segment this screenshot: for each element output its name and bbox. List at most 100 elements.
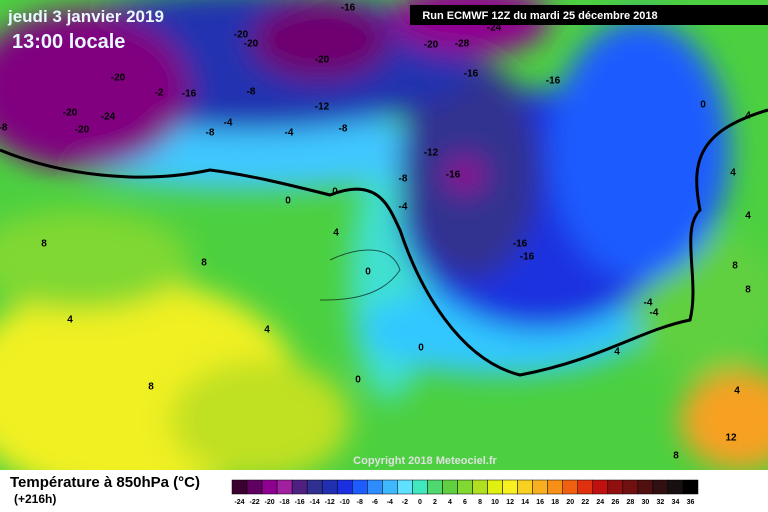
contour-label: 4	[614, 347, 620, 358]
scale-tick: 24	[596, 499, 604, 506]
contour-label: 8	[732, 261, 738, 272]
contour-label: 8	[201, 258, 207, 269]
contour-label: -20	[111, 73, 126, 84]
scale-swatch	[231, 479, 248, 495]
scale-swatch	[487, 479, 503, 495]
contour-label: 0	[332, 187, 338, 198]
scale-swatch	[547, 479, 563, 495]
scale-tick: 16	[536, 499, 544, 506]
scale-swatch	[532, 479, 548, 495]
contour-label: -12	[315, 102, 330, 113]
contour-label: 4	[264, 325, 270, 336]
contour-label: 4	[67, 315, 73, 326]
contour-label: 8	[673, 451, 679, 462]
contour-label: -16	[182, 89, 197, 100]
scale-swatch	[352, 479, 368, 495]
scale-swatch	[261, 479, 278, 495]
contour-label: -8	[0, 123, 8, 134]
contour-label: 4	[734, 386, 740, 397]
contour-label: -16	[446, 170, 461, 181]
contour-label: -16	[513, 239, 528, 250]
scale-swatch	[382, 479, 398, 495]
scale-swatch	[472, 479, 488, 495]
contour-label: -4	[650, 308, 659, 319]
scale-tick: -16	[295, 499, 305, 506]
contour-labels: -16 -24 -20 -20 -20 -28 -20 -20 -16 -16 -2 -16 -8 -20…	[0, 3, 751, 462]
scale-tick: -6	[372, 499, 378, 506]
scale-swatch	[502, 479, 518, 495]
scale-swatch	[442, 479, 458, 495]
scale-tick: -2	[402, 499, 408, 506]
date: jeudi 3 janvier 2019	[7, 7, 164, 26]
contour-label: 0	[365, 267, 371, 278]
scale-tick: 10	[491, 499, 499, 506]
scale-tick: -12	[325, 499, 335, 506]
scale-tick: 32	[657, 499, 665, 506]
scale-tick: 36	[687, 499, 695, 506]
scale-tick: 14	[521, 499, 529, 506]
scale-swatch	[321, 479, 338, 495]
contour-label: 4	[333, 228, 339, 239]
scale-swatch	[427, 479, 443, 495]
contour-label: -16	[464, 69, 479, 80]
scale-tick: -8	[357, 499, 363, 506]
contour-label: 8	[745, 285, 751, 296]
contour-label: -20	[315, 55, 330, 66]
scale-swatch	[637, 479, 654, 495]
contour-label: -28	[455, 39, 470, 50]
contour-label: -8	[399, 174, 408, 185]
scale-tick: 12	[506, 499, 514, 506]
scale-tick: -10	[340, 499, 350, 506]
scale-swatch	[682, 479, 699, 495]
scale-tick: -24	[234, 499, 244, 506]
scale-swatch	[276, 479, 293, 495]
scale-swatch	[607, 479, 624, 495]
scale-swatch	[517, 479, 533, 495]
contour-label: -4	[644, 298, 653, 309]
contour-label: 0	[700, 100, 706, 111]
scale-swatch	[412, 479, 428, 495]
scale-swatch	[592, 479, 609, 495]
scale-tick: -4	[387, 499, 393, 506]
scale-tick: -20	[265, 499, 275, 506]
lead-time: (+216h)	[14, 492, 56, 506]
scale-tick: 26	[611, 499, 619, 506]
time: 13:00 locale	[12, 31, 125, 53]
scale-swatch	[367, 479, 383, 495]
contour-label: -8	[206, 128, 215, 139]
contour-label: -12	[424, 148, 439, 159]
contour-label: -20	[424, 40, 439, 51]
color-scale: -24 -22 -20 -18 -16 -14 -12 -10 -8 -6 -4 -2 0 2 4 6 8 10 1…	[231, 479, 699, 506]
scale-swatch	[306, 479, 323, 495]
scale-tick: -22	[249, 499, 259, 506]
contour-label: -24	[101, 112, 116, 123]
scale-tick: 28	[626, 499, 634, 506]
copyright: Copyright 2018 Meteociel.fr	[353, 455, 497, 467]
scale-tick: 22	[581, 499, 589, 506]
contour-label: 4	[745, 211, 751, 222]
contour-label: 12	[725, 433, 737, 444]
legend-title: Température à 850hPa (°C)	[10, 474, 200, 491]
contour-label: -4	[224, 118, 233, 129]
contour-label: 8	[41, 239, 47, 250]
scale-swatch	[291, 479, 308, 495]
contour-label: -4	[399, 202, 408, 213]
contour-label: -8	[339, 124, 348, 135]
scale-tick: -14	[310, 499, 320, 506]
contour-label: -2	[155, 88, 164, 99]
scale-swatch	[397, 479, 413, 495]
contour-label: -4	[285, 128, 294, 139]
contour-label: 0	[285, 196, 291, 207]
contour-label: -20	[63, 108, 78, 119]
contour-label: -16	[546, 76, 561, 87]
run-info: Run ECMWF 12Z du mardi 25 décembre 2018	[422, 10, 657, 22]
contour-label: -20	[75, 125, 90, 136]
contour-label: 8	[148, 382, 154, 393]
scale-tick: 30	[641, 499, 649, 506]
scale-swatch	[577, 479, 594, 495]
contour-label: -20	[234, 30, 249, 41]
contour-label: -24	[487, 23, 502, 34]
contour-label: -8	[247, 87, 256, 98]
scale-tick: 8	[478, 499, 482, 506]
